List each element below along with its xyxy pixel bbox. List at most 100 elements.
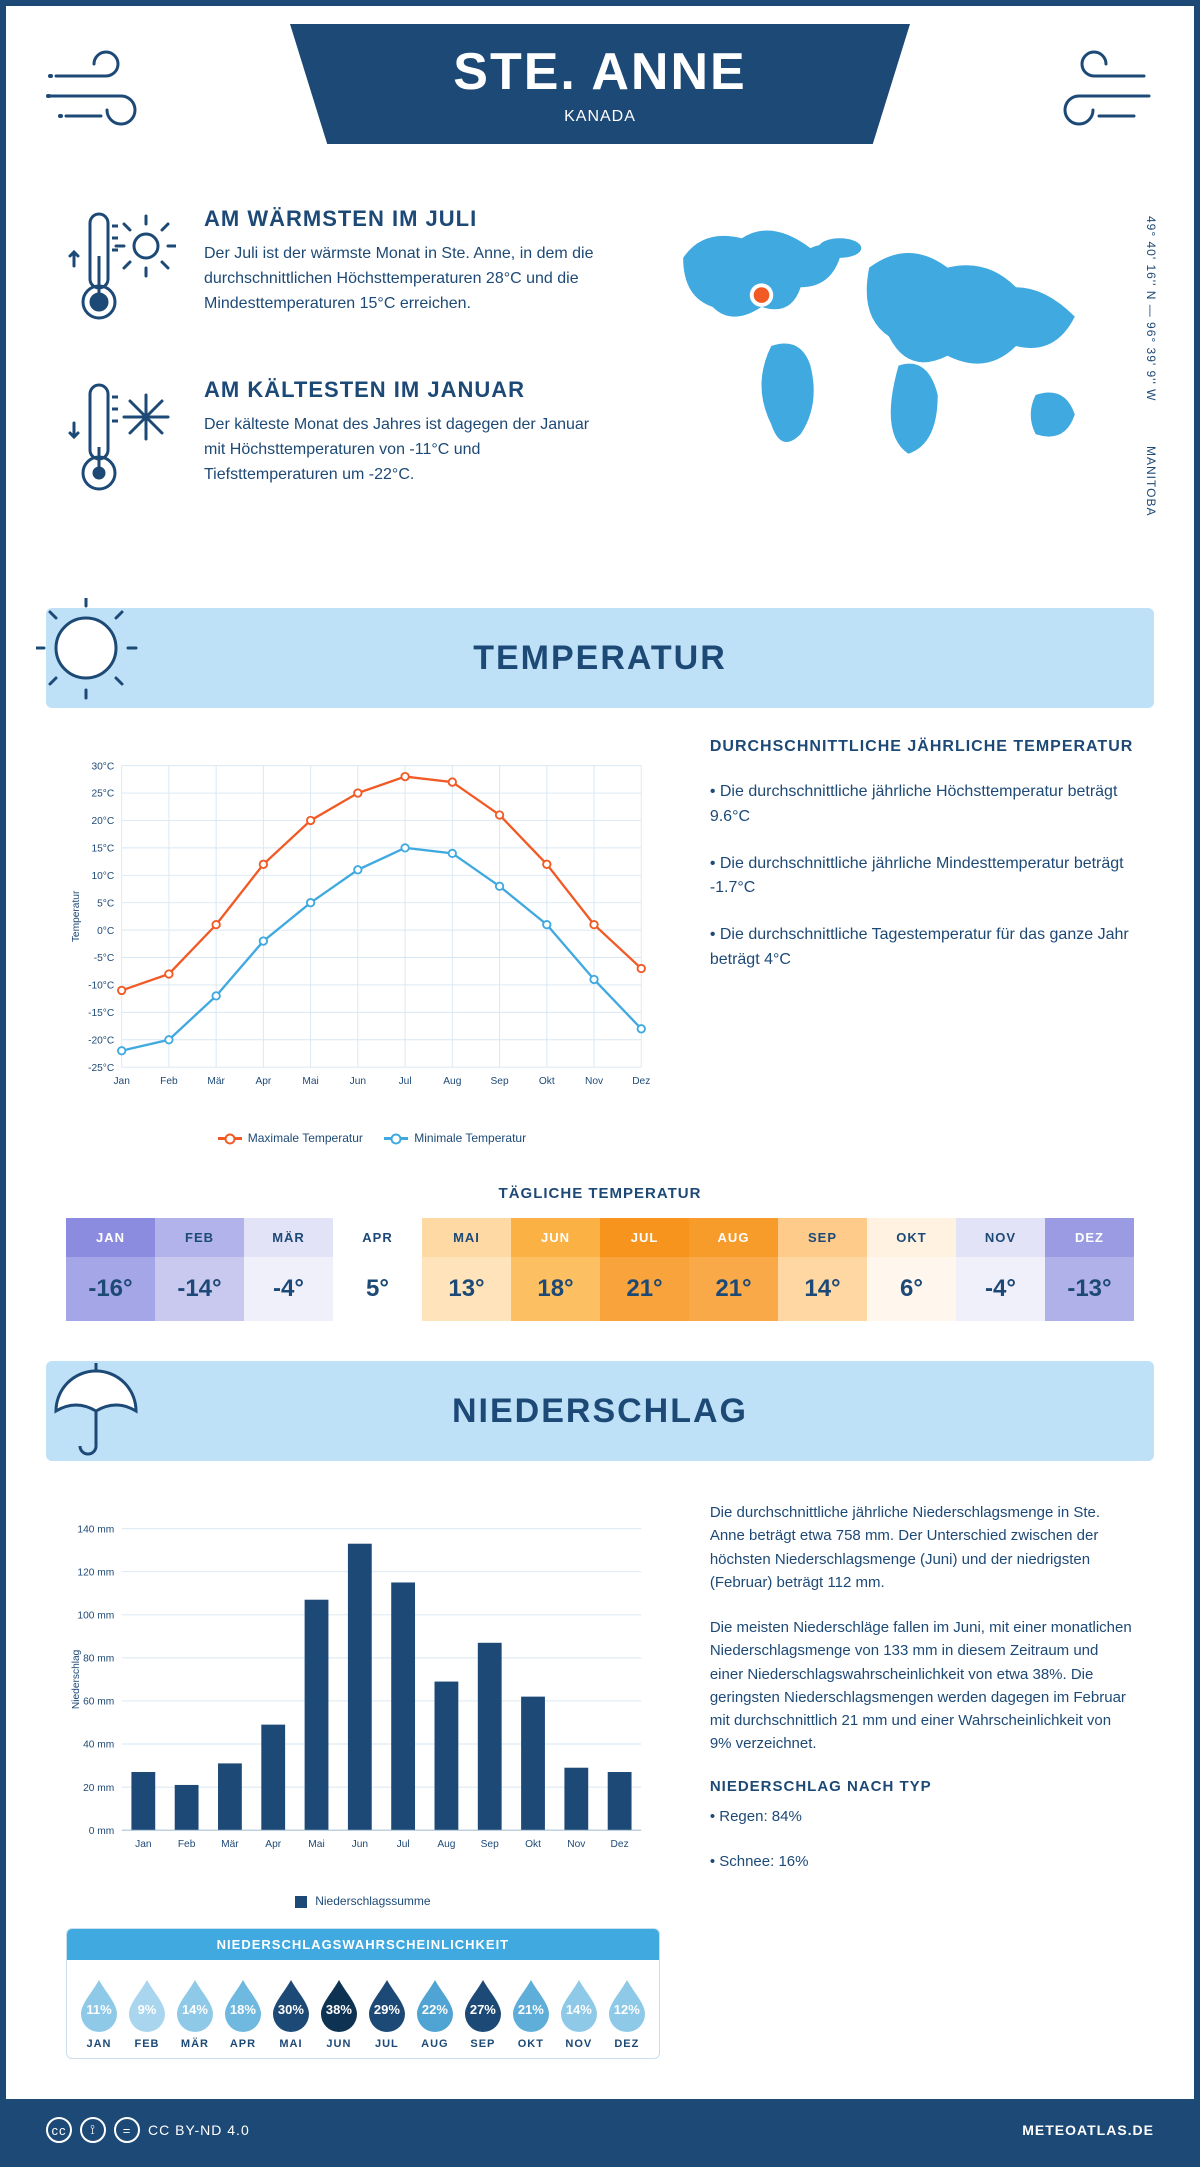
site-name: METEOATLAS.DE bbox=[1022, 2122, 1154, 2138]
license-text: CC BY-ND 4.0 bbox=[148, 2122, 250, 2138]
svg-text:-15°C: -15°C bbox=[88, 1008, 114, 1019]
prob-cell: 22%AUG bbox=[411, 1976, 459, 2050]
title-banner: STE. ANNE KANADA bbox=[290, 24, 910, 144]
daily-temp-strip: JAN-16°FEB-14°MÄR-4°APR5°MAI13°JUN18°JUL… bbox=[66, 1218, 1134, 1321]
svg-text:Temperatur: Temperatur bbox=[71, 890, 82, 942]
footer: cc ⟟ = CC BY-ND 4.0 METEOATLAS.DE bbox=[6, 2099, 1194, 2161]
legend-min: Minimale Temperatur bbox=[414, 1131, 526, 1145]
wind-icon bbox=[46, 46, 166, 141]
prob-cell: 18%APR bbox=[219, 1976, 267, 2050]
svg-text:0 mm: 0 mm bbox=[89, 1826, 114, 1837]
thermometer-sun-icon bbox=[66, 206, 176, 341]
prob-cell: 14%NOV bbox=[555, 1976, 603, 2050]
summary-row: AM WÄRMSTEN IM JULI Der Juli ist der wär… bbox=[6, 186, 1194, 588]
prob-cell: 11%JAN bbox=[75, 1976, 123, 2050]
month-cell: MÄR-4° bbox=[244, 1218, 333, 1321]
license: cc ⟟ = CC BY-ND 4.0 bbox=[46, 2117, 250, 2143]
legend-max: Maximale Temperatur bbox=[248, 1131, 363, 1145]
temp-bullet: • Die durchschnittliche jährliche Mindes… bbox=[710, 852, 1134, 902]
svg-text:Aug: Aug bbox=[437, 1839, 455, 1850]
fact-cold-text: Der kälteste Monat des Jahres ist dagege… bbox=[204, 413, 604, 487]
precip-type-bullet: • Schnee: 16% bbox=[710, 1850, 1134, 1873]
svg-text:20 mm: 20 mm bbox=[83, 1783, 114, 1794]
svg-text:15°C: 15°C bbox=[91, 844, 114, 855]
section-band-temperature: TEMPERATUR bbox=[46, 608, 1154, 708]
coordinates: 49° 40' 16'' N — 96° 39' 9'' W bbox=[1144, 216, 1158, 401]
prob-title: NIEDERSCHLAGSWAHRSCHEINLICHKEIT bbox=[67, 1929, 659, 1960]
city-title: STE. ANNE bbox=[290, 42, 910, 102]
month-cell: JAN-16° bbox=[66, 1218, 155, 1321]
precip-chart: 0 mm20 mm40 mm60 mm80 mm100 mm120 mm140 … bbox=[66, 1501, 660, 2059]
temperature-chart: -25°C-20°C-15°C-10°C-5°C0°C5°C10°C15°C20… bbox=[66, 738, 660, 1145]
svg-text:40 mm: 40 mm bbox=[83, 1740, 114, 1751]
temp-bullet: • Die durchschnittliche Tagestemperatur … bbox=[710, 923, 1134, 973]
svg-text:100 mm: 100 mm bbox=[77, 1610, 114, 1621]
prob-cell: 12%DEZ bbox=[603, 1976, 651, 2050]
svg-text:-20°C: -20°C bbox=[88, 1035, 114, 1046]
precip-type-bullet: • Regen: 84% bbox=[710, 1805, 1134, 1828]
precip-para: Die durchschnittliche jährliche Niedersc… bbox=[710, 1501, 1134, 1594]
svg-text:Jun: Jun bbox=[352, 1839, 368, 1850]
thermometer-snow-icon bbox=[66, 377, 176, 512]
daily-temp-title: TÄGLICHE TEMPERATUR bbox=[6, 1185, 1194, 1202]
svg-text:140 mm: 140 mm bbox=[77, 1524, 114, 1535]
prob-cell: 38%JUN bbox=[315, 1976, 363, 2050]
month-cell: DEZ-13° bbox=[1045, 1218, 1134, 1321]
fact-warm-title: AM WÄRMSTEN IM JULI bbox=[204, 206, 604, 232]
month-cell: OKT6° bbox=[867, 1218, 956, 1321]
svg-text:60 mm: 60 mm bbox=[83, 1697, 114, 1708]
prob-cell: 30%MAI bbox=[267, 1976, 315, 2050]
wind-icon bbox=[1034, 46, 1154, 141]
svg-text:Jul: Jul bbox=[397, 1839, 410, 1850]
svg-text:Okt: Okt bbox=[525, 1839, 541, 1850]
month-cell: AUG21° bbox=[689, 1218, 778, 1321]
month-cell: NOV-4° bbox=[956, 1218, 1045, 1321]
legend-precip: Niederschlagssumme bbox=[315, 1894, 430, 1908]
month-cell: SEP14° bbox=[778, 1218, 867, 1321]
svg-text:0°C: 0°C bbox=[97, 926, 114, 937]
section-band-precip: NIEDERSCHLAG bbox=[46, 1361, 1154, 1461]
fact-coldest: AM KÄLTESTEN IM JANUAR Der kälteste Mona… bbox=[66, 377, 604, 512]
svg-text:Okt: Okt bbox=[539, 1076, 555, 1087]
by-icon: ⟟ bbox=[80, 2117, 106, 2143]
svg-text:80 mm: 80 mm bbox=[83, 1654, 114, 1665]
svg-text:Aug: Aug bbox=[443, 1076, 461, 1087]
svg-text:Apr: Apr bbox=[255, 1076, 271, 1087]
prob-cell: 9%FEB bbox=[123, 1976, 171, 2050]
country-subtitle: KANADA bbox=[290, 108, 910, 126]
prob-cell: 27%SEP bbox=[459, 1976, 507, 2050]
svg-text:Jun: Jun bbox=[350, 1076, 366, 1087]
prob-cell: 14%MÄR bbox=[171, 1976, 219, 2050]
temp-bullet: • Die durchschnittliche jährliche Höchst… bbox=[710, 780, 1134, 830]
month-cell: APR5° bbox=[333, 1218, 422, 1321]
svg-text:Niederschlag: Niederschlag bbox=[71, 1649, 82, 1709]
fact-warmest: AM WÄRMSTEN IM JULI Der Juli ist der wär… bbox=[66, 206, 604, 341]
svg-text:Nov: Nov bbox=[567, 1839, 586, 1850]
prob-cell: 29%JUL bbox=[363, 1976, 411, 2050]
month-cell: MAI13° bbox=[422, 1218, 511, 1321]
svg-text:-25°C: -25°C bbox=[88, 1063, 114, 1074]
section-title: TEMPERATUR bbox=[473, 639, 727, 678]
precip-para: Die meisten Niederschläge fallen im Juni… bbox=[710, 1616, 1134, 1756]
svg-text:10°C: 10°C bbox=[91, 871, 114, 882]
month-cell: FEB-14° bbox=[155, 1218, 244, 1321]
svg-text:Feb: Feb bbox=[160, 1076, 178, 1087]
month-cell: JUN18° bbox=[511, 1218, 600, 1321]
svg-text:Mär: Mär bbox=[221, 1839, 239, 1850]
world-map: 49° 40' 16'' N — 96° 39' 9'' W MANITOBA bbox=[644, 206, 1134, 548]
precip-legend: Niederschlagssumme bbox=[66, 1894, 660, 1908]
svg-text:-5°C: -5°C bbox=[94, 953, 115, 964]
svg-text:Mär: Mär bbox=[207, 1076, 225, 1087]
fact-cold-title: AM KÄLTESTEN IM JANUAR bbox=[204, 377, 604, 403]
umbrella-icon bbox=[36, 1351, 156, 1471]
svg-text:Apr: Apr bbox=[265, 1839, 281, 1850]
svg-text:Mai: Mai bbox=[302, 1076, 318, 1087]
svg-text:Sep: Sep bbox=[490, 1076, 508, 1087]
svg-text:Dez: Dez bbox=[611, 1839, 629, 1850]
svg-text:Dez: Dez bbox=[632, 1076, 650, 1087]
svg-text:5°C: 5°C bbox=[97, 898, 114, 909]
svg-text:Sep: Sep bbox=[481, 1839, 499, 1850]
cc-icon: cc bbox=[46, 2117, 72, 2143]
section-title: NIEDERSCHLAG bbox=[452, 1392, 748, 1431]
svg-text:25°C: 25°C bbox=[91, 789, 114, 800]
